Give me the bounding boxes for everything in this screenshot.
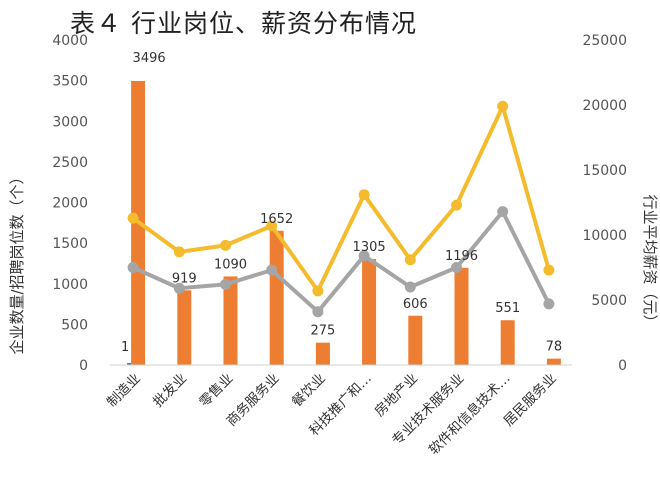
bar: [454, 267, 469, 365]
line-point: [312, 285, 324, 297]
y2-tick-label: 20000: [582, 98, 627, 114]
y-axis-label: 企业数量/招聘岗位数（个）: [8, 169, 26, 354]
category-label: 零售业: [196, 371, 236, 411]
y-tick-label: 1000: [52, 277, 88, 293]
line-point: [266, 264, 278, 276]
line-point: [312, 306, 324, 318]
y2-tick-label: 5000: [591, 293, 627, 309]
line-point: [497, 100, 509, 112]
data-label: 1196: [445, 249, 478, 264]
y2-tick-label: 0: [618, 358, 627, 374]
y-tick-label: 4000: [52, 33, 88, 49]
line-point: [404, 254, 416, 266]
line-point: [173, 282, 185, 294]
line-point: [358, 250, 370, 262]
category-label: 制造业: [104, 371, 144, 411]
category-label: 批发业: [150, 371, 190, 411]
y-axis-ticks: 0 500 1000 1500 2000 2500 3000 3500 4000: [52, 33, 88, 374]
y2-axis-label: 行业平均薪资（元）: [641, 194, 659, 329]
y-tick-label: 2000: [52, 196, 88, 212]
y-tick-label: 2500: [52, 155, 88, 171]
y-tick-label: 3000: [52, 114, 88, 130]
y-tick-label: 0: [79, 358, 88, 374]
line-point: [127, 262, 139, 273]
line-point: [451, 199, 462, 211]
y2-tick-label: 10000: [582, 228, 627, 244]
y-tick-label: 500: [61, 317, 88, 333]
data-label: 1090: [214, 257, 247, 272]
bar: [500, 320, 515, 365]
line-point: [543, 264, 555, 276]
bar: [546, 358, 561, 365]
bar: [408, 315, 423, 365]
data-label: 1: [121, 340, 129, 355]
y-tick-label: 3500: [52, 74, 88, 90]
data-labels: 1 3496 919 1090 1652 275 1305 606 1196 551 78: [121, 51, 562, 355]
bar: [269, 230, 284, 365]
data-label: 1305: [353, 240, 386, 255]
y2-tick-label: 25000: [582, 33, 627, 49]
chart-title: 表４ 行业岗位、薪资分布情况: [70, 9, 417, 38]
line-point: [266, 220, 278, 232]
y-tick-label: 1500: [52, 236, 88, 252]
data-label: 1652: [260, 212, 293, 227]
line-point: [173, 246, 185, 258]
y2-axis-ticks: 0 5000 10000 15000 20000 25000: [582, 33, 627, 374]
data-label: 919: [172, 271, 197, 286]
bar-small: [127, 363, 132, 365]
data-label: 3496: [133, 51, 166, 66]
category-label: 软件和信息技术…: [425, 370, 513, 458]
bar: [223, 276, 238, 365]
line-point: [127, 212, 139, 224]
data-label: 275: [310, 324, 335, 339]
line-point: [404, 281, 416, 293]
category-label: 餐饮业: [289, 371, 329, 411]
data-label: 606: [403, 297, 428, 312]
bar: [177, 290, 192, 365]
line-path: [132, 209, 551, 314]
line-point: [220, 239, 231, 251]
line-series: [127, 100, 555, 318]
y2-tick-label: 15000: [582, 163, 627, 179]
bar: [315, 342, 330, 365]
line-point: [451, 262, 462, 273]
line-point: [543, 298, 555, 310]
line-point: [220, 278, 231, 290]
line-path: [131, 104, 551, 293]
data-label: 551: [495, 301, 520, 316]
line-point: [358, 189, 370, 201]
data-label: 78: [546, 340, 563, 355]
line-point: [497, 206, 509, 218]
bar: [362, 258, 377, 365]
